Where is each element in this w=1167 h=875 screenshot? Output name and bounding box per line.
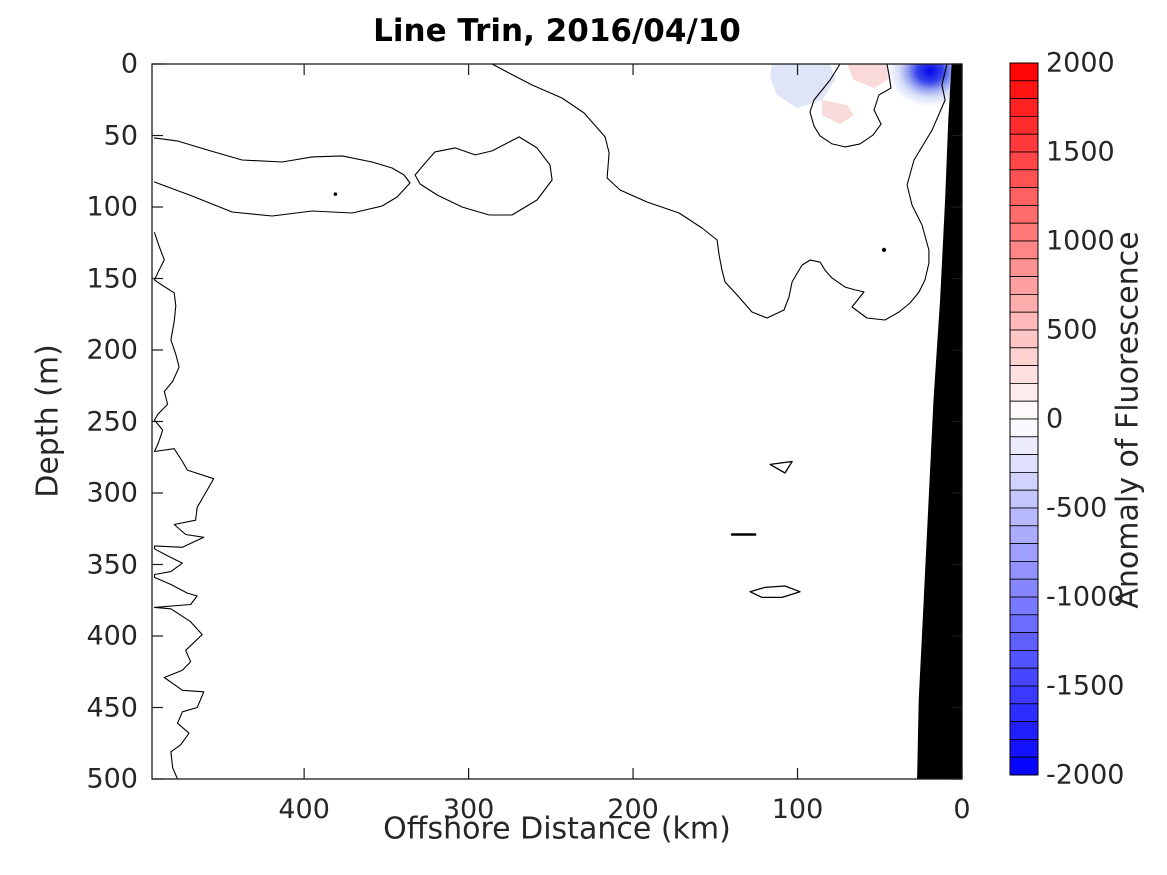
x-tick-label: 300 <box>442 794 495 825</box>
zero-contour-surface-pocket <box>809 64 892 148</box>
colorbar-tick-label: -1500 <box>1046 670 1125 702</box>
colorbar-cell <box>1009 561 1039 580</box>
y-tick-label: 500 <box>86 763 138 795</box>
colorbar-cell <box>1009 632 1039 651</box>
colorbar-tick-label: 2000 <box>1046 47 1115 79</box>
plot-background <box>152 64 962 779</box>
colorbar-cell <box>1009 222 1039 242</box>
land-mask <box>917 64 962 779</box>
colorbar-tick-label: -1000 <box>1046 581 1125 613</box>
colorbar-cell <box>1009 276 1039 295</box>
colorbar-tick-label: 1500 <box>1046 136 1115 168</box>
colorbar-cell <box>1009 543 1039 562</box>
colorbar-cell <box>1009 347 1039 366</box>
colorbar-cell <box>1009 116 1039 135</box>
colorbar-cell <box>1009 471 1039 491</box>
anomaly-patches <box>770 64 962 125</box>
colorbar-tick-label: -2000 <box>1046 759 1125 791</box>
colorbar-cell <box>1009 187 1039 206</box>
colorbar-tick-label: 1000 <box>1046 225 1115 257</box>
zero-contour-far-offshore-wiggle <box>153 232 215 779</box>
colorbar-cell <box>1009 721 1039 740</box>
colorbar-cell <box>1009 578 1039 598</box>
colorbar-cell <box>1009 525 1039 544</box>
colorbar-cell <box>1009 258 1039 277</box>
colorbar-cell <box>1009 667 1039 687</box>
colorbar-cell <box>1009 80 1039 100</box>
colorbar-cell <box>1009 489 1039 509</box>
colorbar-cell <box>1009 169 1039 189</box>
colorbar-cell <box>1009 240 1039 260</box>
y-tick-label: 350 <box>86 549 138 580</box>
x-tick-label: 100 <box>771 794 824 825</box>
colorbar-cell <box>1009 365 1039 384</box>
colorbar-cell <box>1009 739 1039 758</box>
positive-anomaly-surface <box>847 64 890 88</box>
zero-contour-mid-blob <box>414 136 553 216</box>
colorbar-cell <box>1009 454 1039 473</box>
colorbar-cell <box>1009 614 1039 633</box>
y-tick-label: 150 <box>86 263 138 294</box>
axes-frame-group <box>151 63 963 780</box>
negative-anomaly-halo-offshore <box>770 64 835 108</box>
zero-contour-small-lens <box>749 585 801 599</box>
colorbar-cell <box>1009 329 1039 349</box>
colorbar-tick-label: 0 <box>1046 403 1064 435</box>
zero-contour-small-triangle <box>769 460 793 474</box>
colorbar <box>1009 62 1039 776</box>
colorbar-cell <box>1009 62 1039 82</box>
colorbar-cell <box>1009 650 1039 669</box>
colorbar-cell <box>1009 204 1039 224</box>
positive-anomaly-subsurface <box>822 100 854 125</box>
colorbar-cell <box>1009 382 1039 402</box>
y-tick-label: 100 <box>86 191 138 223</box>
colorbar-cell <box>1009 756 1039 776</box>
colorbar-cell <box>1009 151 1039 171</box>
colorbar-tick-label: -500 <box>1046 492 1108 524</box>
colorbar-tick-label: 500 <box>1046 314 1098 346</box>
land-mask-group <box>917 64 962 779</box>
y-tick-label: 400 <box>86 620 138 652</box>
tiny-contour-dot-nearshore <box>881 247 887 252</box>
x-tick-label: 200 <box>607 794 659 825</box>
colorbar-cell <box>1009 311 1039 331</box>
y-tick-label: 450 <box>86 692 138 723</box>
colorbar-cell <box>1009 507 1039 527</box>
y-tick-label: 200 <box>86 334 138 366</box>
colorbar-cell <box>1009 418 1039 438</box>
zero-contours <box>153 64 948 779</box>
y-tick-label: 300 <box>86 477 138 509</box>
y-tick-label: 0 <box>120 48 138 80</box>
zero-contour-offshore-lobe <box>153 137 411 217</box>
plot-title: Line Trin, 2016/04/10 <box>373 13 741 49</box>
x-tick-label: 0 <box>953 794 971 825</box>
colorbar-cell <box>1009 293 1039 313</box>
x-axis-label: Offshore Distance (km) <box>383 811 731 847</box>
y-tick-label: 250 <box>86 406 138 437</box>
y-tick-label: 50 <box>103 120 138 151</box>
x-tick-label: 400 <box>278 794 330 825</box>
colorbar-cell <box>1009 703 1039 722</box>
colorbar-cell <box>1009 400 1039 420</box>
colorbar-label: Anomaly of Fluorescence <box>1110 231 1146 609</box>
colorbar-cell <box>1009 685 1039 705</box>
colorbar-cell <box>1009 133 1039 153</box>
colorbar-cell <box>1009 596 1039 616</box>
colorbar-border <box>1009 62 1039 776</box>
negative-anomaly-core <box>885 64 962 109</box>
tiny-contour-dot-offshore <box>333 192 338 196</box>
colorbar-cell <box>1009 436 1039 455</box>
zero-contour-main-nearshore <box>491 64 948 321</box>
colorbar-cell <box>1009 98 1039 117</box>
